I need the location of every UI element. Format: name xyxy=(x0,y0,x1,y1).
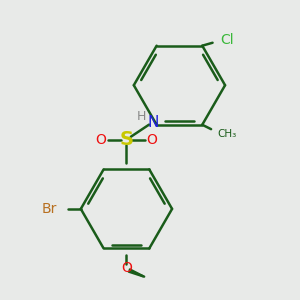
Text: N: N xyxy=(147,115,159,130)
Text: S: S xyxy=(119,130,134,149)
Text: CH₃: CH₃ xyxy=(217,129,236,139)
Text: O: O xyxy=(95,133,106,147)
Text: H: H xyxy=(136,110,146,123)
Text: O: O xyxy=(121,261,132,275)
Text: O: O xyxy=(147,133,158,147)
Text: Br: Br xyxy=(42,202,57,216)
Text: Cl: Cl xyxy=(220,33,234,47)
